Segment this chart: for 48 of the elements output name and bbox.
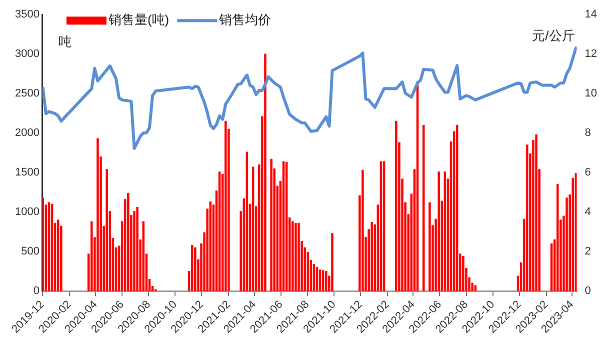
y-tick-label: 3500 [14,8,40,21]
y2-tick-label: 2 [584,246,591,258]
bar [428,202,431,292]
bar [42,198,44,292]
bar [566,198,568,292]
legend-label: 销售均价 [218,12,272,28]
y-tick-label: 0 [33,285,40,298]
y-tick-label: 2500 [14,88,40,100]
y-tick-label: 1000 [14,206,40,218]
bar [96,138,99,292]
bar [57,220,60,292]
y-tick-label: 500 [21,246,40,258]
bar [362,170,364,292]
bar [325,271,328,292]
bar [90,221,93,292]
y2-tick-label: 0 [584,285,591,298]
bar [224,120,227,292]
bar [535,134,538,292]
bar [438,171,440,292]
bar [133,210,136,292]
bar [294,222,297,292]
y2-axis-title: 元/公斤 [532,28,575,44]
y2-tick-label: 14 [584,8,598,21]
bar [136,207,138,292]
bar [556,184,559,292]
y-axis-title: 吨 [58,34,72,50]
bar [106,169,108,292]
bar [462,256,464,292]
bar [395,120,398,292]
y-tick-label: 3000 [14,48,40,60]
y2-tick-label: 6 [584,166,591,179]
bar [127,192,130,292]
y2-tick-label: 10 [584,88,598,100]
y-tick-label: 1500 [14,166,40,179]
bar [264,54,266,292]
bar [191,244,194,292]
y-tick-label: 2000 [14,127,40,140]
bar [298,222,300,292]
legend-label: 销售量(吨) [107,12,170,28]
y2-tick-label: 4 [584,206,591,218]
bar [331,233,334,292]
bar [370,222,373,292]
bar [292,221,294,292]
y2-tick-label: 12 [584,48,598,60]
y2-tick-label: 8 [584,127,591,140]
bar [526,144,528,292]
bar [194,247,196,292]
bar [270,158,272,292]
